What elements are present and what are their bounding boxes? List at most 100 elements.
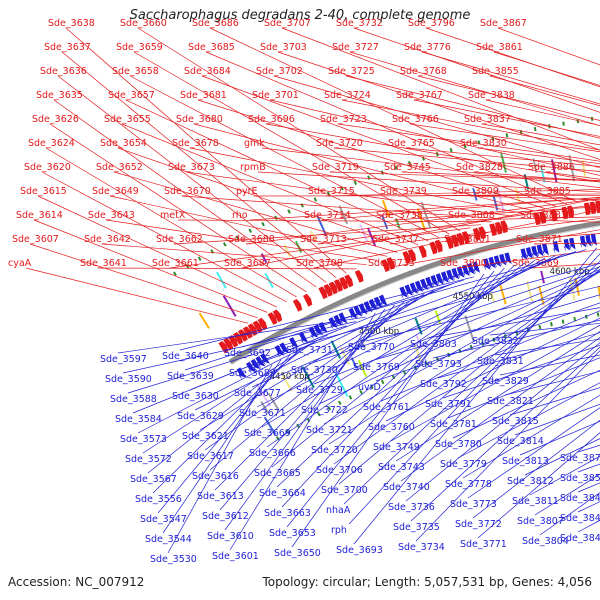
forward-gene-label: Sde_3624 xyxy=(28,138,75,149)
reverse-gene-arrow xyxy=(308,326,318,340)
genome-title: Saccharophagus degradans 2-40, complete … xyxy=(129,8,471,23)
reverse-gene-arrow xyxy=(440,271,449,285)
reverse-gene-connector xyxy=(318,270,600,405)
reverse-gene-connector xyxy=(499,354,600,376)
reverse-gene-label: Sde_3669 xyxy=(244,428,291,439)
reverse-gene-arrow xyxy=(531,245,539,259)
forward-gene-label: Sde_3745 xyxy=(384,162,431,173)
reverse-gene-connector xyxy=(142,339,319,454)
reverse-gene-connector xyxy=(477,432,600,539)
reverse-gene-label: Sde_3544 xyxy=(145,534,192,545)
forward-gene-arrow xyxy=(323,283,333,297)
inner-tick-mark xyxy=(469,344,473,350)
forward-gene-label: Sde_3768 xyxy=(400,66,447,77)
forward-gene-connector xyxy=(397,193,600,197)
accession-info: Accession: NC_007912 xyxy=(8,575,144,589)
forward-gene-arrow xyxy=(257,317,268,331)
reverse-gene-connector xyxy=(261,257,546,428)
inner-tick-mark xyxy=(481,341,485,346)
reverse-gene-connector xyxy=(400,337,600,482)
forward-gene-label: Sde_3725 xyxy=(328,66,375,77)
reverse-gene-label: Sde_3760 xyxy=(368,422,415,433)
forward-gene-connector xyxy=(401,171,600,181)
forward-gene-connector xyxy=(261,147,600,188)
length-value: 5,057,531 bp, xyxy=(424,575,509,589)
reverse-gene-arrow xyxy=(456,266,465,280)
reverse-gene-connector xyxy=(137,334,328,434)
reverse-gene-label: Sde_3778 xyxy=(445,479,492,490)
forward-gene-label: Sde_3680 xyxy=(176,114,223,125)
inner-tick-mark xyxy=(391,374,396,380)
reverse-gene-label: Sde_3653 xyxy=(269,528,316,539)
forward-gene-connector xyxy=(269,99,600,176)
forward-gene-label: Sde_3801 xyxy=(444,234,491,245)
inner-tick-mark xyxy=(359,389,363,395)
forward-gene-connector xyxy=(169,227,471,269)
forward-gene-label: Sde_3828 xyxy=(456,162,503,173)
reverse-gene-connector xyxy=(494,338,600,356)
reverse-gene-arrow xyxy=(536,244,544,258)
forward-gene-label: Sde_3885 xyxy=(524,186,571,197)
feature-bar xyxy=(198,312,210,329)
reverse-gene-label: Sde_3584 xyxy=(115,414,162,425)
outer-tick-mark xyxy=(533,126,537,132)
genes-value: 4,056 xyxy=(557,575,592,589)
feature-bar xyxy=(260,253,268,264)
reverse-gene-connector xyxy=(380,310,600,402)
forward-gene-connector xyxy=(317,203,600,245)
reverse-gene-label: Sde_3815 xyxy=(492,416,539,427)
forward-gene-connector xyxy=(101,243,367,265)
forward-gene-arrow xyxy=(445,236,454,249)
reverse-gene-arrow xyxy=(425,276,434,290)
reverse-gene-label: Sde_3761 xyxy=(363,402,410,413)
genome-stats: Topology: circular; Length: 5,057,531 bp… xyxy=(263,575,593,589)
reverse-gene-arrow xyxy=(318,321,328,335)
reverse-gene-connector xyxy=(577,444,600,453)
reverse-gene-label: Sde_3840 xyxy=(560,533,600,544)
reverse-gene-label: Sde_3807 xyxy=(517,516,564,527)
feature-bar xyxy=(540,270,545,284)
reverse-gene-connector xyxy=(127,325,347,394)
reverse-gene-connector xyxy=(291,273,485,548)
forward-gene-label: metX xyxy=(160,210,186,221)
reverse-gene-label: Sde_3811 xyxy=(512,496,559,507)
forward-gene-connector xyxy=(29,243,258,319)
inner-tick-mark xyxy=(596,312,600,317)
outer-tick-mark xyxy=(562,121,565,126)
forward-gene-label: Sde_3635 xyxy=(36,90,83,101)
forward-gene-label: Sde_3715 xyxy=(308,186,355,197)
forward-gene-arrow xyxy=(272,309,283,323)
reverse-gene-connector xyxy=(194,286,445,411)
reverse-gene-connector xyxy=(390,324,600,442)
reverse-gene-connector xyxy=(152,349,300,494)
forward-gene-label: Sde_3662 xyxy=(156,234,203,245)
forward-gene-arrow xyxy=(333,279,343,292)
forward-gene-connector xyxy=(497,27,600,66)
feature-bar xyxy=(310,230,317,243)
forward-gene-arrow xyxy=(303,293,313,307)
forward-gene-label: Sde_3643 xyxy=(88,210,135,221)
reverse-gene-connector xyxy=(472,419,600,519)
forward-gene-label: Sde_3688 xyxy=(228,234,275,245)
forward-gene-label: Sde_3800 xyxy=(440,258,487,269)
reverse-gene-label: Sde_3629 xyxy=(177,411,224,422)
reverse-gene-label: Sde_3640 xyxy=(162,351,209,362)
reverse-gene-arrow xyxy=(488,256,496,270)
reverse-gene-label: Sde_3639 xyxy=(167,371,214,382)
reverse-gene-connector xyxy=(199,289,435,431)
forward-gene-label: Sde_3642 xyxy=(84,234,131,245)
outer-tick-mark xyxy=(248,228,253,233)
forward-gene-connector xyxy=(133,51,450,235)
outer-tick-mark xyxy=(463,143,467,149)
reverse-gene-label: Sde_3663 xyxy=(264,508,311,519)
feature-bar xyxy=(581,160,587,177)
forward-gene-label: Sde_3620 xyxy=(24,162,71,173)
feature-bar xyxy=(215,271,227,289)
reverse-gene-label: Sde_3729 xyxy=(296,385,343,396)
forward-gene-connector xyxy=(341,99,600,151)
outer-tick-mark xyxy=(576,119,580,124)
forward-gene-label: Sde_3713 xyxy=(300,234,347,245)
forward-gene-connector xyxy=(321,196,600,221)
kbp-scale-label: 4450 kbp xyxy=(270,372,310,382)
reverse-gene-label: Sde_3572 xyxy=(125,454,172,465)
